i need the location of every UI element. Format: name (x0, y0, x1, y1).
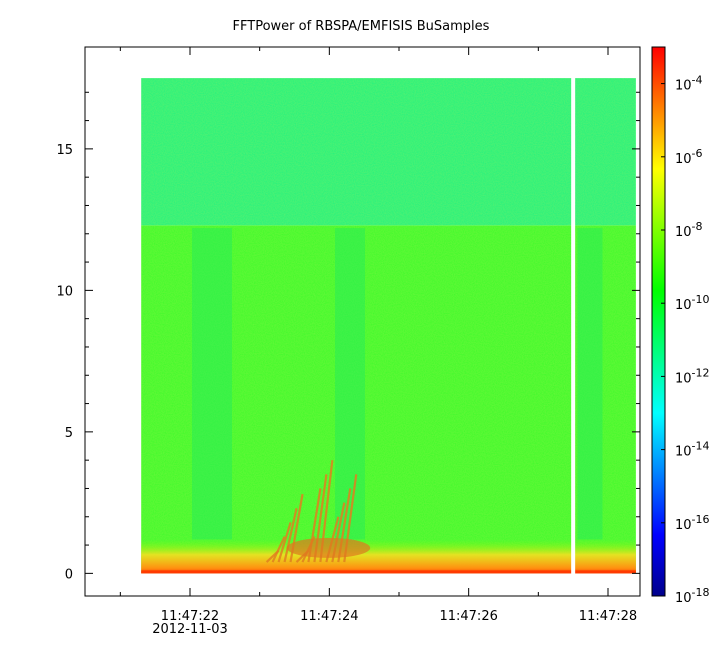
colorbar-tick-label: 10-16 (675, 513, 710, 533)
x-tick-label: 11:47:22 (161, 609, 219, 624)
x-date-label: 2012-11-03 (152, 622, 228, 637)
colorbar-tick-label: 10-6 (675, 147, 703, 167)
data-gap (571, 77, 576, 575)
colorbar: 10-4 10-6 10-8 10-10 10-12 10-14 10-16 10-18 (651, 46, 710, 606)
colorbar-tick-label: 10-10 (675, 293, 710, 313)
dc-line (141, 570, 636, 574)
y-axis: 0 5 10 15 (56, 91, 640, 582)
x-tick-label: 11:47:26 (439, 609, 497, 624)
x-tick-label: 11:47:28 (579, 609, 637, 624)
colorbar-tick-label: 10-4 (675, 74, 703, 94)
chorus-elements (265, 460, 371, 563)
spectral-noise (141, 78, 636, 574)
chorus-tone (277, 522, 292, 563)
y-tick-label: 15 (56, 143, 73, 158)
plot-area (84, 46, 641, 597)
chorus-core (286, 537, 371, 558)
spectrogram-image (141, 77, 636, 575)
x-tick-label: 11:47:24 (300, 609, 358, 624)
colorbar-tick-label: 10-18 (675, 586, 710, 606)
y-tick-label: 10 (56, 284, 73, 299)
colorbar-tick-label: 10-12 (675, 366, 710, 386)
chorus-tone (271, 536, 286, 563)
y-tick-label: 5 (65, 426, 73, 441)
low-power-stripe (335, 228, 365, 540)
y-tick-label: 0 (65, 567, 73, 582)
colorbar-tick-label: 10-14 (675, 440, 710, 460)
plot-frame (84, 46, 641, 597)
colorbar-tick-label: 10-8 (675, 220, 703, 240)
chorus-tone (283, 508, 298, 563)
low-power-stripe (577, 228, 603, 540)
chart-title: FFTPower of RBSPA/EMFISIS BuSamples (233, 19, 490, 34)
colorbar-scale (651, 46, 666, 597)
low-power-stripe (192, 228, 232, 540)
low-frequency-band (141, 539, 636, 574)
chorus-tone (289, 493, 304, 563)
